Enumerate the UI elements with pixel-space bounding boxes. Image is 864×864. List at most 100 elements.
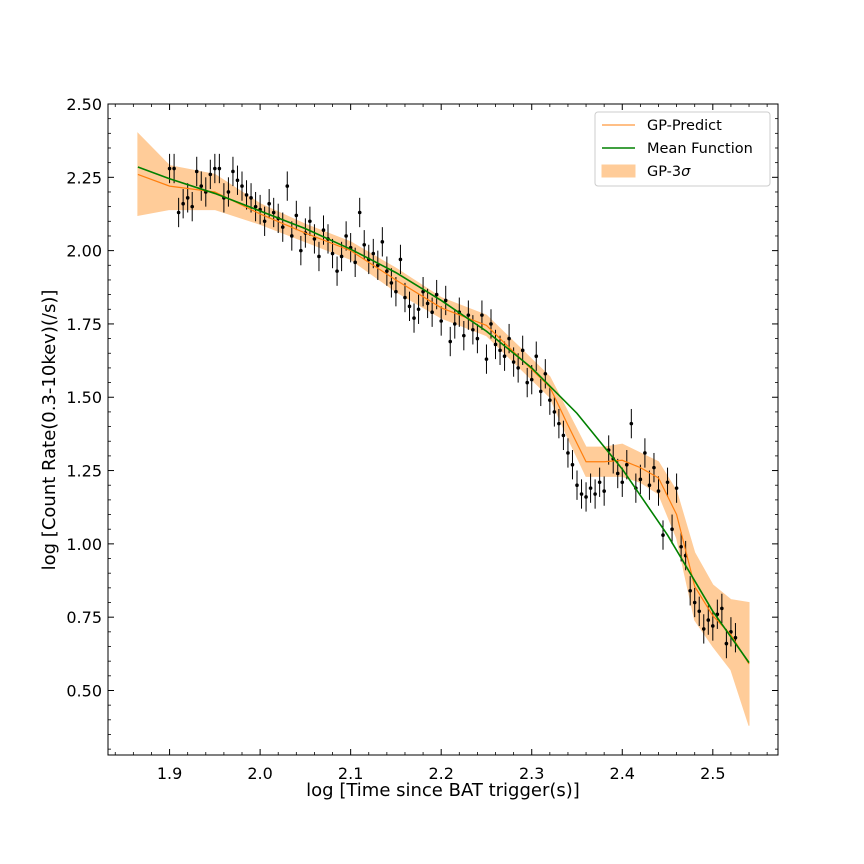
data-marker: [217, 166, 222, 171]
data-point: [208, 159, 213, 190]
y-tick-label: 2.25: [66, 168, 102, 187]
data-marker: [240, 184, 244, 188]
data-point: [172, 153, 176, 184]
data-marker: [362, 242, 367, 247]
data-point: [362, 230, 367, 260]
data-marker: [412, 316, 416, 320]
x-tick-label: 2.0: [247, 764, 272, 783]
data-point: [194, 156, 199, 187]
data-point: [688, 576, 692, 606]
data-marker: [389, 281, 394, 285]
data-marker: [706, 618, 711, 622]
data-point: [357, 197, 362, 228]
data-point: [335, 256, 339, 286]
plot-area: [137, 132, 750, 726]
x-axis-title: log [Time since BAT trigger(s)]: [306, 780, 580, 801]
data-point: [674, 473, 679, 503]
x-tick-label: 2.5: [700, 764, 725, 783]
data-marker: [452, 322, 457, 326]
data-marker: [629, 421, 634, 426]
data-point: [652, 452, 656, 483]
data-point: [398, 244, 403, 275]
data-marker: [299, 248, 303, 253]
data-marker: [534, 354, 539, 358]
data-point: [561, 420, 566, 451]
data-point: [643, 438, 647, 468]
legend-label-mean-function: Mean Function: [647, 141, 753, 157]
data-marker: [570, 462, 575, 467]
data-point: [498, 335, 502, 365]
data-marker: [380, 240, 385, 244]
y-tick-label: 1.50: [66, 388, 102, 407]
data-point: [394, 277, 398, 307]
data-marker: [294, 213, 299, 218]
data-marker: [480, 313, 484, 317]
data-point: [661, 520, 665, 550]
data-marker: [213, 166, 217, 171]
data-marker: [253, 204, 258, 209]
data-marker: [493, 342, 498, 347]
data-point: [692, 587, 697, 618]
data-marker: [434, 292, 439, 297]
data-point: [579, 479, 584, 509]
x-tick-label: 2.1: [338, 764, 363, 783]
x-tick-label: 2.2: [428, 764, 453, 783]
data-marker: [701, 627, 706, 631]
data-marker: [615, 471, 620, 476]
data-point: [190, 191, 195, 222]
data-point: [285, 171, 290, 201]
data-marker: [597, 480, 602, 485]
data-point: [557, 408, 561, 439]
x-tick-label: 2.4: [610, 764, 635, 783]
data-point: [407, 291, 412, 321]
data-marker: [711, 624, 715, 628]
data-point: [181, 189, 185, 219]
data-point: [403, 282, 407, 313]
data-point: [566, 438, 570, 468]
data-marker: [638, 477, 643, 482]
data-marker: [172, 166, 176, 171]
legend-label-sigma: σ: [681, 164, 691, 180]
data-point: [570, 450, 575, 480]
data-point: [697, 596, 702, 626]
data-marker: [656, 489, 661, 493]
data-marker: [344, 234, 348, 238]
data-marker: [262, 219, 267, 224]
data-point: [475, 323, 480, 354]
data-point: [353, 247, 357, 278]
data-point: [543, 359, 548, 389]
y-tick-label: 1.75: [66, 315, 102, 334]
data-point: [724, 628, 729, 659]
data-marker: [466, 313, 471, 317]
data-marker: [416, 307, 421, 312]
data-point: [416, 294, 421, 324]
mean-function-line: [137, 166, 750, 664]
data-marker: [407, 304, 412, 309]
data-marker: [167, 166, 172, 171]
data-marker: [602, 489, 606, 493]
data-point: [466, 300, 471, 330]
data-marker: [520, 348, 525, 353]
y-tick-label: 1.00: [66, 535, 102, 554]
data-marker: [289, 234, 294, 238]
data-point: [271, 197, 276, 228]
data-marker: [176, 210, 181, 215]
data-marker: [443, 298, 448, 303]
data-point: [620, 467, 625, 497]
data-marker: [371, 251, 376, 256]
y-tick-label: 0.75: [66, 608, 102, 627]
data-marker: [670, 527, 674, 532]
data-point: [588, 473, 593, 503]
data-point: [244, 180, 249, 210]
data-marker: [226, 190, 231, 194]
data-point: [253, 191, 258, 222]
data-marker: [661, 533, 665, 537]
data-marker: [624, 462, 629, 467]
data-marker: [502, 354, 507, 358]
data-marker: [321, 228, 326, 232]
data-marker: [652, 465, 656, 470]
data-point: [489, 309, 493, 339]
data-point: [525, 367, 530, 398]
data-point: [176, 197, 181, 228]
data-marker: [647, 483, 652, 488]
